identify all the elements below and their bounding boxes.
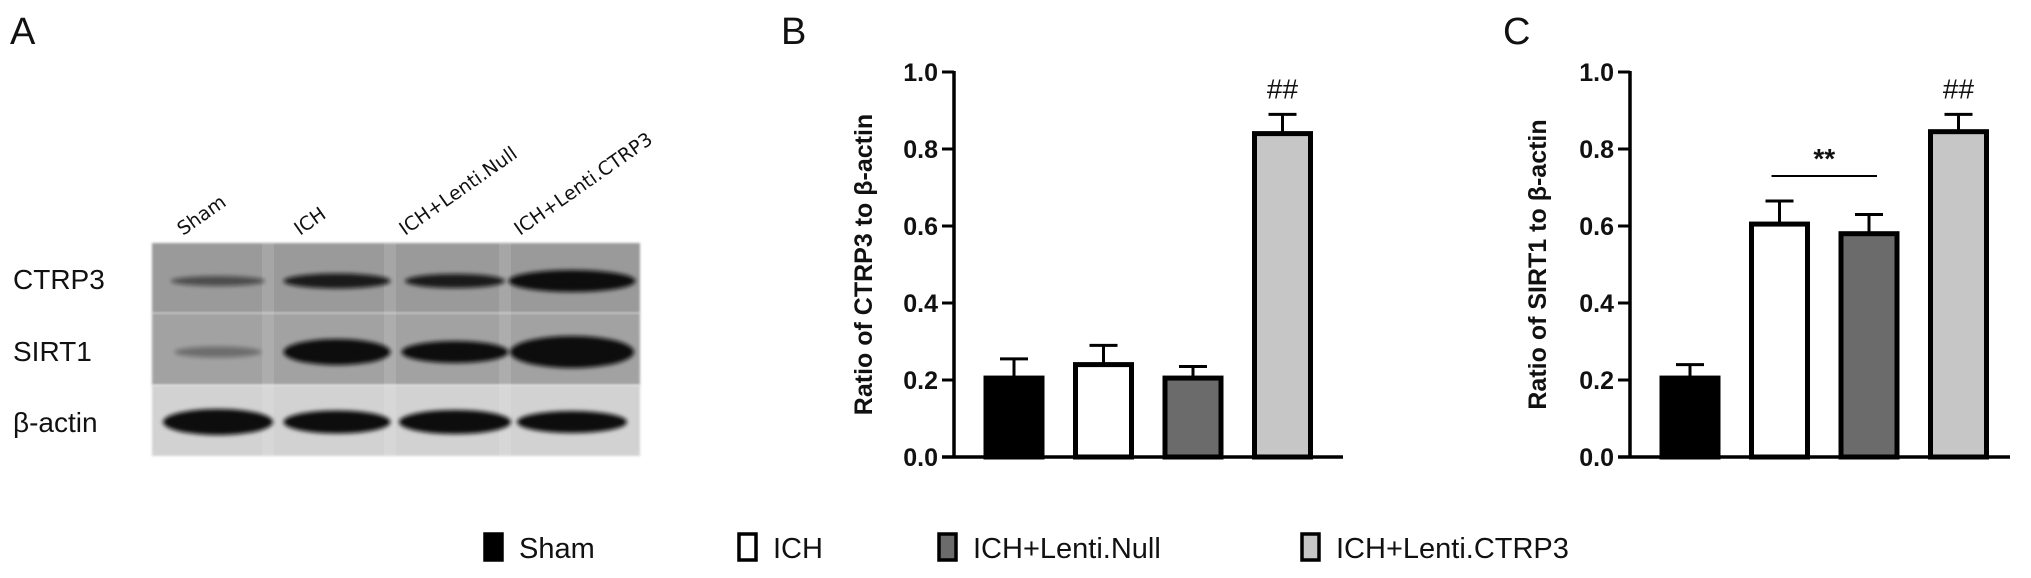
legend-swatch xyxy=(937,532,958,562)
y-tick-label: 0.2 xyxy=(1579,367,1614,395)
lane-gap xyxy=(384,243,396,456)
blot-row-labels: CTRP3 SIRT1 β-actin xyxy=(13,264,105,438)
y-tick-label: 0.2 xyxy=(903,367,938,395)
legend-item: ICH+Lenti.Null xyxy=(937,532,1161,565)
legend-swatch xyxy=(737,532,758,562)
panel-label-a: A xyxy=(10,11,36,53)
legend-label: ICH+Lenti.CTRP3 xyxy=(1336,533,1569,565)
bar-ich xyxy=(1749,221,1810,460)
lane-gap xyxy=(262,243,274,456)
blot-band xyxy=(405,274,505,288)
lane-label: ICH+Lenti.CTRP3 xyxy=(510,128,657,240)
blot-band xyxy=(517,411,627,433)
lane-label: ICH+Lenti.Null xyxy=(395,143,521,241)
y-tick-label: 1.0 xyxy=(903,59,938,87)
blot-band xyxy=(510,336,634,368)
legend-swatch xyxy=(483,532,504,562)
y-tick-label: 1.0 xyxy=(1579,59,1614,87)
blot-band xyxy=(283,410,391,434)
legend-label: ICH+Lenti.Null xyxy=(973,533,1161,565)
y-tick-label: 0.4 xyxy=(903,290,938,318)
bar-ich-lenti-null xyxy=(1162,375,1224,460)
legend-item: ICH xyxy=(737,532,823,565)
significance-label: ** xyxy=(1813,143,1835,174)
y-axis-label: Ratio of CTRP3 to β-actin xyxy=(850,114,878,415)
blot-band xyxy=(283,273,391,289)
y-axis-label: Ratio of SIRT1 to β-actin xyxy=(1524,119,1552,409)
bar-ich-lenti-ctrp3 xyxy=(1252,131,1313,460)
row-label: SIRT1 xyxy=(13,336,92,367)
lane-label: Sham xyxy=(173,191,230,240)
legend-label: Sham xyxy=(519,533,595,565)
blot-band xyxy=(399,410,511,434)
y-tick-label: 0.8 xyxy=(903,136,938,164)
blot-band xyxy=(163,409,273,435)
blot-band xyxy=(171,276,265,286)
blot-band xyxy=(508,270,636,292)
significance-label: ## xyxy=(1943,73,1975,104)
legend-item: ICH+Lenti.CTRP3 xyxy=(1300,532,1569,565)
legend-item: Sham xyxy=(483,532,595,565)
chart-sirt1: 0.0 0.2 0.4 0.6 0.8 1.0 Ratio of SIRT1 to β-ac… xyxy=(1524,59,2010,472)
y-tick-label: 0.6 xyxy=(903,213,938,241)
panel-label-b: B xyxy=(781,11,806,53)
blot-band xyxy=(401,341,509,363)
bar-sham xyxy=(1659,375,1721,460)
chart-ctrp3: 0.0 0.2 0.4 0.6 0.8 1.0 Ratio of CTRP3 to β-ac… xyxy=(850,59,1343,472)
y-tick-label: 0.4 xyxy=(1579,290,1614,318)
western-blot xyxy=(152,243,640,456)
y-tick-label: 0.0 xyxy=(1579,444,1614,472)
y-tick-label: 0.0 xyxy=(903,444,938,472)
legend-swatch xyxy=(1300,532,1321,562)
legend-label: ICH xyxy=(773,533,823,565)
row-label: CTRP3 xyxy=(13,264,105,295)
bar-sham xyxy=(983,375,1045,460)
significance-label: ## xyxy=(1267,73,1299,104)
bar-ich-lenti-null xyxy=(1838,231,1900,460)
y-tick-label: 0.8 xyxy=(1579,136,1614,164)
blot-band xyxy=(283,339,391,365)
blot-band xyxy=(174,346,262,358)
y-tick-label: 0.6 xyxy=(1579,213,1614,241)
bar-ich-lenti-ctrp3 xyxy=(1928,129,1989,460)
lane-label: ICH xyxy=(290,203,330,240)
row-label: β-actin xyxy=(13,407,98,438)
panel-label-c: C xyxy=(1503,11,1530,53)
bar-ich xyxy=(1073,362,1134,460)
legend: Sham ICH ICH+Lenti.Null ICH+Lenti.CTRP3 xyxy=(483,532,1569,565)
